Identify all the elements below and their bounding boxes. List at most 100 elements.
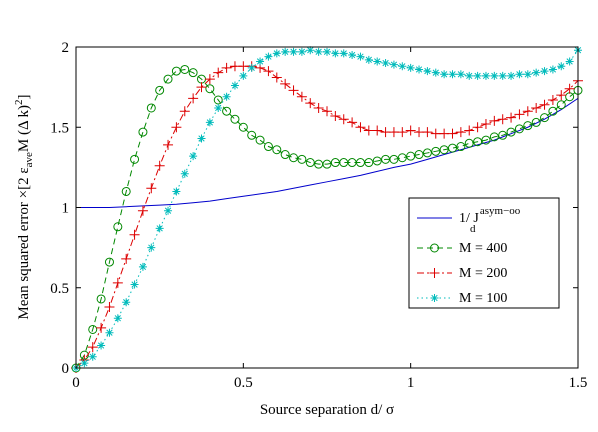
data-point	[480, 119, 491, 130]
data-point	[138, 262, 147, 271]
data-point	[339, 49, 348, 58]
data-point	[88, 352, 97, 361]
data-point	[364, 55, 373, 64]
data-point	[96, 322, 107, 333]
data-point	[247, 63, 256, 72]
data-point	[423, 67, 432, 76]
data-point	[188, 68, 198, 78]
data-point	[188, 93, 199, 104]
data-point	[271, 72, 282, 83]
data-point	[473, 71, 482, 80]
data-point	[221, 62, 232, 73]
data-point	[137, 205, 148, 216]
data-point	[146, 103, 156, 113]
data-point	[498, 130, 508, 140]
data-point	[297, 154, 307, 164]
data-point	[171, 122, 182, 133]
data-point	[397, 153, 407, 163]
data-point	[239, 71, 248, 80]
legend-label-theory-sup: asym−oo	[480, 205, 521, 217]
data-point	[281, 47, 290, 56]
legend-marker-m200	[429, 268, 440, 278]
data-point	[415, 65, 424, 74]
y-label-bracket-open: [2 ε	[16, 167, 32, 190]
data-point	[313, 102, 324, 113]
data-point	[523, 121, 533, 131]
data-point	[213, 67, 224, 78]
data-point	[238, 61, 249, 72]
data-point	[456, 142, 466, 152]
data-point	[280, 150, 290, 160]
data-point	[247, 130, 257, 140]
data-point	[147, 243, 156, 252]
legend-label-m200: M = 200	[459, 266, 507, 281]
data-point	[96, 294, 106, 304]
data-point	[489, 132, 499, 142]
data-point	[355, 122, 366, 133]
legend-marker-m400	[430, 243, 439, 253]
data-point	[163, 139, 174, 150]
data-point	[189, 152, 198, 161]
data-point	[556, 100, 566, 110]
series-line	[76, 97, 579, 208]
data-point	[272, 145, 282, 155]
data-point	[548, 106, 558, 116]
data-point	[113, 222, 123, 232]
data-point	[256, 57, 265, 66]
y-tick-label: 0.5	[50, 281, 69, 297]
legend-label-m400: M = 400	[459, 241, 507, 256]
data-point	[556, 90, 567, 101]
y-tick-label: 1	[62, 201, 70, 217]
legend-label-theory-main: 1/ J	[459, 211, 479, 226]
series-1	[71, 64, 583, 373]
data-point	[557, 62, 566, 71]
data-point	[448, 143, 457, 153]
data-point	[514, 124, 524, 134]
x-tick-label: 1	[407, 375, 415, 391]
data-point	[381, 59, 390, 68]
data-point	[389, 60, 398, 69]
data-point	[306, 46, 315, 55]
data-point	[547, 94, 558, 105]
data-point	[264, 52, 273, 61]
data-point	[347, 117, 358, 128]
data-point	[363, 125, 374, 136]
data-point	[289, 47, 298, 56]
data-point	[455, 127, 466, 138]
data-point	[112, 277, 123, 288]
data-point	[388, 127, 399, 138]
data-point	[497, 114, 508, 125]
data-point	[122, 298, 131, 307]
data-point	[422, 148, 432, 158]
data-point	[531, 102, 542, 113]
data-point	[373, 57, 382, 66]
data-point	[540, 67, 549, 76]
data-point	[222, 92, 231, 101]
data-point	[88, 324, 98, 334]
legend: 1/ Jasym−oo d M = 400 M = 200 M = 100	[408, 197, 560, 309]
data-point	[205, 84, 215, 94]
data-point	[263, 66, 274, 77]
data-point	[113, 314, 122, 323]
data-point	[229, 61, 240, 72]
data-point	[322, 159, 332, 169]
data-point	[372, 156, 382, 166]
legend-entry-m200: M = 200	[417, 266, 507, 281]
data-point	[456, 70, 465, 79]
data-point	[481, 135, 491, 145]
data-point	[464, 138, 474, 148]
data-point	[172, 187, 181, 196]
data-point	[171, 66, 181, 76]
y-label-sq: 2	[13, 99, 25, 105]
data-point	[405, 125, 416, 136]
legend-marker-m100	[430, 294, 439, 302]
data-point	[263, 142, 273, 152]
data-point	[422, 127, 433, 138]
data-point	[130, 154, 140, 164]
data-point	[472, 122, 483, 133]
data-point	[330, 111, 341, 122]
tick-layer: 0 0.5 1 1.5 0 0.5 1 1.5 2	[50, 40, 587, 391]
data-point	[97, 341, 106, 350]
series-0	[76, 97, 579, 208]
data-point	[397, 127, 408, 138]
